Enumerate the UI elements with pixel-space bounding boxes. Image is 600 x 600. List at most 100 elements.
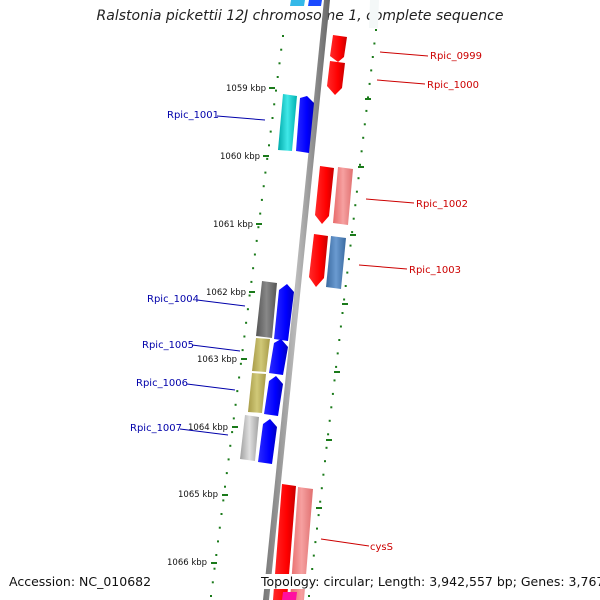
kbp-label: 1059 kbp [226,84,266,94]
tick-dot [282,35,284,37]
tick-dot [259,212,262,215]
tick-dot [264,171,267,174]
tick-dot [327,433,330,436]
gene-arrow-rpic-1001-cyan [278,94,297,151]
gene-label-rpic-1005: Rpic_1005 [142,340,194,351]
gene-label-cyss: cysS [370,542,393,553]
kbp-label: 1065 kbp [178,490,218,500]
tick-dot [311,568,314,570]
tick-dot [357,177,360,180]
tick-dot [231,431,234,434]
gene-arrow-rpic-1004-blue [274,284,294,341]
tick-dot [275,89,277,92]
kbp-label: 1062 kbp [206,288,246,298]
tick-dot [351,231,354,234]
kbp-label: 1061 kbp [213,220,253,230]
gene-arrow-top-light [369,0,379,28]
tick-dot [365,109,368,112]
tick-dot [246,308,249,311]
forward-strand-features [240,0,322,464]
topology-text: Topology: circular; Length: 3,942,557 bp… [259,574,600,589]
tick-dot [373,42,376,45]
tick-dot [236,390,239,393]
tick-dot [280,48,283,51]
map-title: Ralstonia pickettii 12J chromosome 1, co… [96,8,504,24]
tick-dot [229,444,232,447]
tick-dot [269,130,272,133]
tick-dot [336,352,339,355]
tick-dot [343,298,346,301]
tick-dot [218,526,221,529]
tick-dot [278,62,281,65]
tick-dot [324,460,326,463]
tick-dot [352,217,355,220]
tick-dot [268,144,270,147]
gene-label-rpic-0999: Rpic_0999 [430,51,482,62]
tick-dot [319,500,322,503]
tick-dot [314,541,317,544]
tick-dot [328,419,331,422]
gene-arrow-rpic-1005-blue [269,339,288,375]
tick-dot [370,69,373,72]
tick-dot [360,150,363,153]
tick-dot [331,392,334,395]
tick-dot [260,198,263,201]
tick-dot [330,406,333,409]
tick-dot [248,294,251,297]
chromosome-backbone [263,0,330,600]
kbp-label: 1060 kbp [220,152,260,162]
gene-label-rpic-1006: Rpic_1006 [136,378,188,389]
gene-label-rpic-1000: Rpic_1000 [427,80,479,91]
tick-dot [250,280,253,283]
gene-arrow-blue-top [308,0,322,6]
gene-label-rpic-1003: Rpic_1003 [409,265,461,276]
tick-dot [213,567,216,570]
gene-arrow-rpic-1003-steel [326,236,346,289]
gene-arrow-rpic-0999 [330,35,347,62]
gene-arrow-rpic-1004-gray [256,281,277,338]
tick-dot [211,581,214,584]
gene-labels: Rpic_0999 Rpic_1000 Rpic_1001 Rpic_1002 … [130,51,482,553]
tick-dot [210,595,212,597]
tick-dot [276,76,279,78]
tick-dot [227,458,230,461]
tick-dot [222,499,225,502]
kbp-label: 1063 kbp [197,355,237,365]
tick-dot [375,29,377,31]
gene-arrow-rpic-1006-blue [264,376,283,416]
gene-arrow-cyss-red [273,484,296,600]
tick-dot [220,513,223,515]
tick-dot [224,485,226,488]
kbp-label: 1066 kbp [167,558,207,568]
gene-label-rpic-1002: Rpic_1002 [416,199,468,210]
gene-arrow-cyss-salmon [290,487,313,600]
tick-dot [367,96,369,99]
tick-dot [320,487,323,490]
tick-dot [347,258,350,261]
tick-dot [232,417,235,420]
tick-dot [308,595,310,597]
kbp-scale: 1059 kbp 1060 kbp 1061 kbp 1062 kbp 1063… [167,84,275,568]
reverse-strand-features [273,0,379,600]
tick-dot [316,527,318,530]
tick-dot [333,379,336,382]
gene-arrow-rpic-1007-blue [258,419,277,464]
tick-dot [368,82,371,85]
gene-arrow-rpic-1002-salmon [333,167,353,225]
kbp-label: 1064 kbp [188,423,228,433]
tick-dot [245,321,248,324]
gene-arrow-rpic-1006-khaki [248,373,266,413]
tick-dot [253,253,256,256]
tick-dot [234,403,237,406]
tick-dot [338,339,341,341]
tick-dot [238,376,241,379]
gene-arrow-cyan-top [290,0,305,6]
gene-label-rpic-1001: Rpic_1001 [167,110,219,121]
tick-dot [344,285,347,287]
tick-dot [359,163,361,166]
inner-tick-ring [210,35,284,597]
tick-dot [255,239,258,242]
gene-label-rpic-1007: Rpic_1007 [130,423,182,434]
gene-arrow-rpic-1000 [327,61,345,95]
